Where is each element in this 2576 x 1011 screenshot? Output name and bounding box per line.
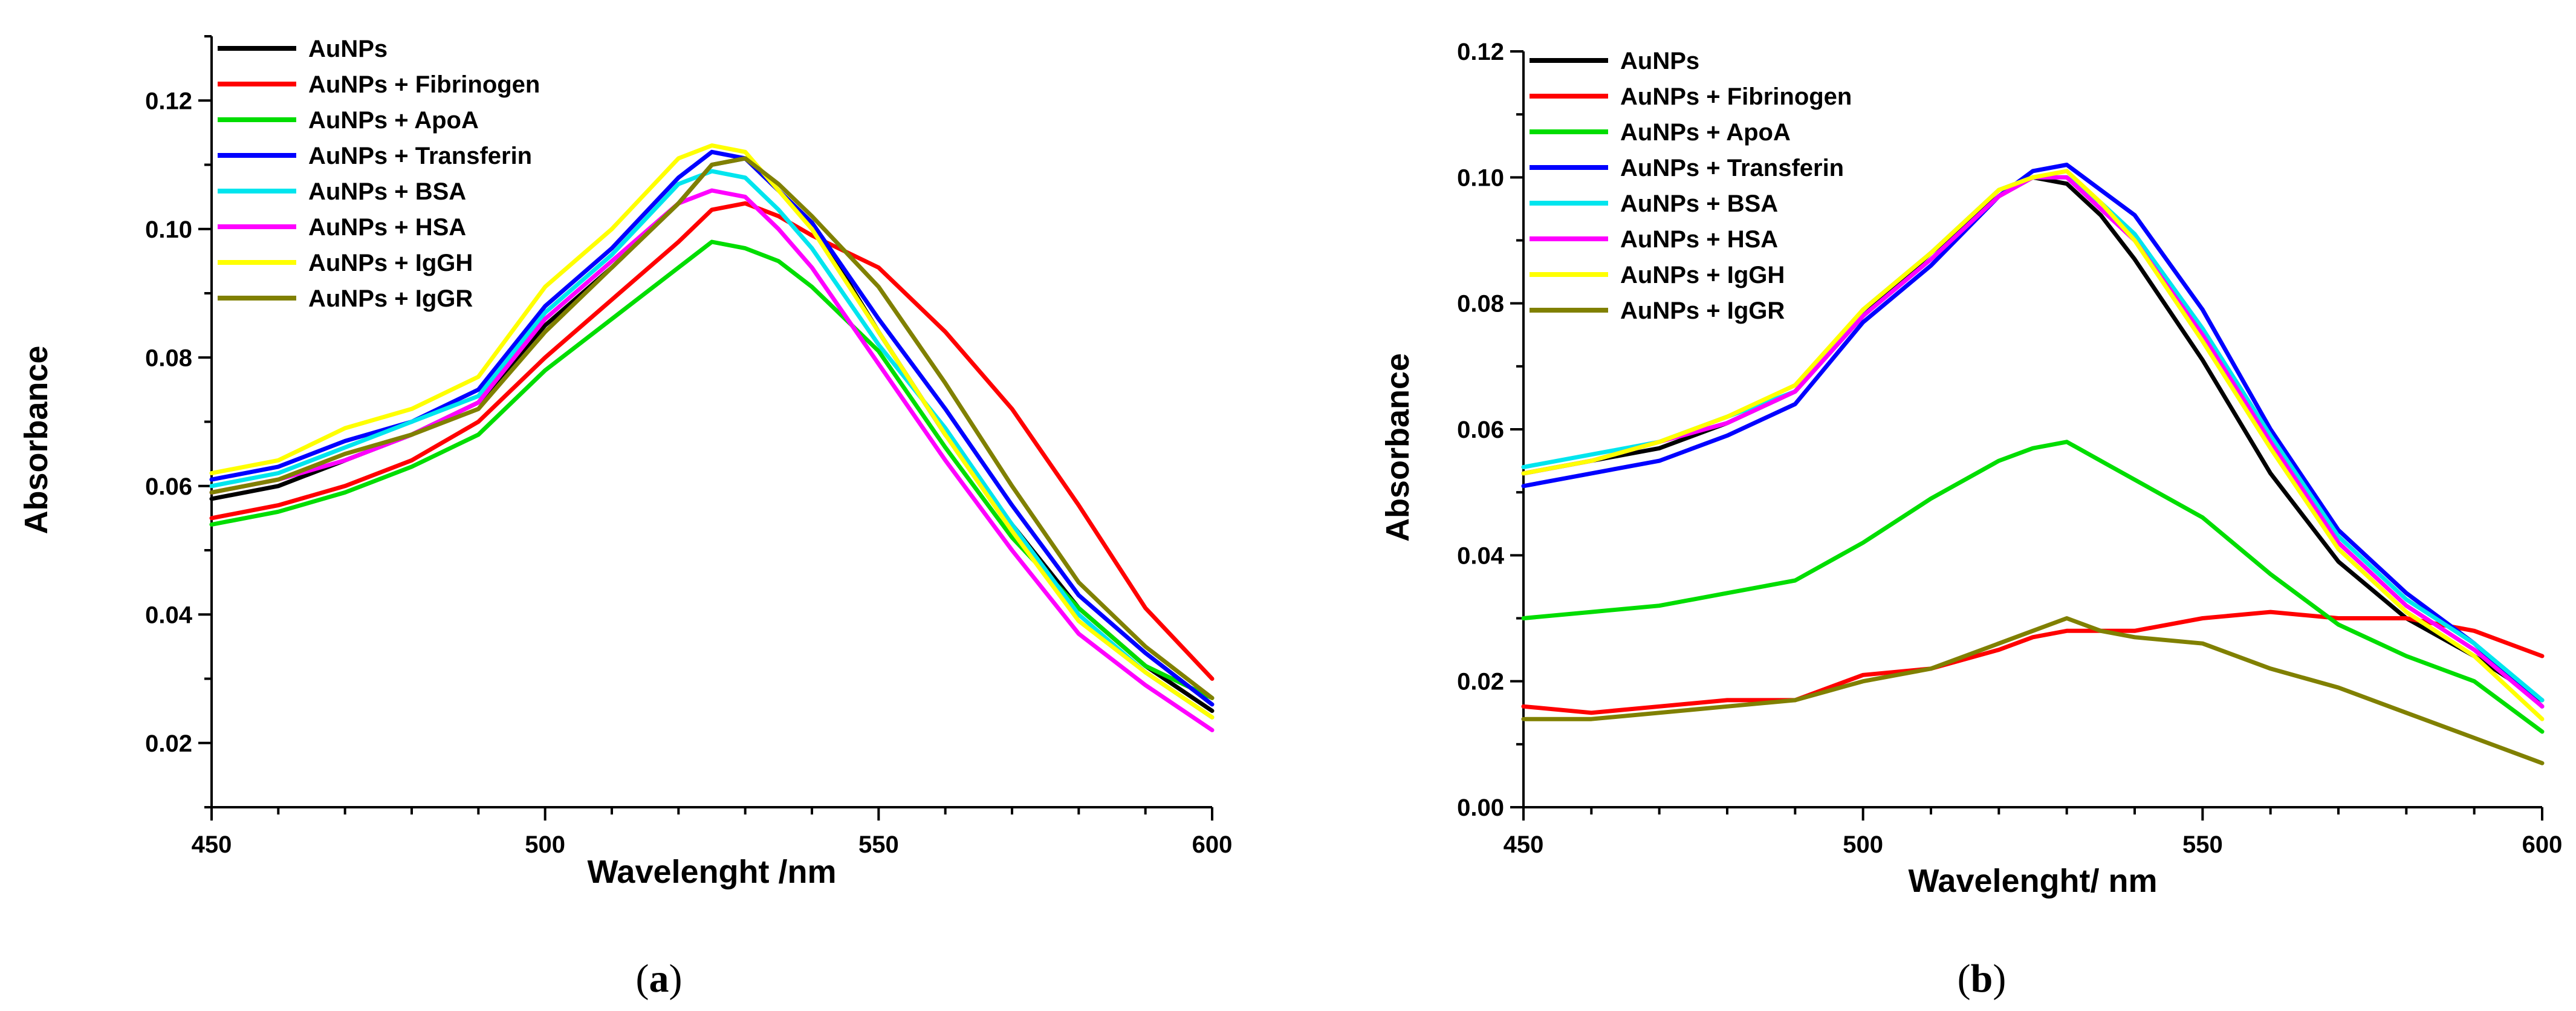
x-tick-label: 600 [2522,831,2563,858]
x-tick-label: 500 [1843,831,1883,858]
y-tick-label: 0.06 [145,473,192,500]
panel-caption: (b) [1958,957,2007,1001]
series-line-1 [209,201,1215,681]
legend-label: AuNPs + IgGR [308,285,473,312]
legend-label: AuNPs + HSA [1620,226,1778,253]
x-axis-label: Wavelenght /nm [587,854,836,890]
legend-label: AuNPs + ApoA [308,107,479,134]
y-tick-label: 0.08 [145,345,192,371]
series-line-2 [1521,440,2545,734]
y-axis-label: Absorbance [1380,353,1416,542]
y-tick-label: 0.02 [145,730,192,757]
legend-label: AuNPs + IgGH [308,250,473,276]
series-line-3 [1521,163,2545,709]
y-tick-label: 0.10 [1457,164,1504,191]
y-tick-label: 0.12 [145,88,192,114]
legend-label: AuNPs + IgGH [1620,262,1785,288]
panel-caption: (a) [636,957,683,1001]
legend-label: AuNPs + BSA [1620,190,1778,217]
series-line-1 [1521,610,2545,715]
x-tick-label: 550 [858,831,899,858]
series-line-5 [1521,175,2545,709]
legend-label: AuNPs + IgGR [1620,297,1785,324]
series-line-4 [209,169,1215,720]
legend-label: AuNPs [308,36,388,62]
legend-label: AuNPs + ApoA [1620,119,1791,146]
legend-label: AuNPs + Fibrinogen [1620,83,1852,110]
series-line-7 [209,156,1215,700]
legend-label: AuNPs + BSA [308,178,466,205]
legend-label: AuNPs [1620,48,1699,74]
legend-label: AuNPs + Fibrinogen [308,71,540,98]
y-tick-label: 0.08 [1457,291,1504,317]
y-tick-label: 0.12 [1457,39,1504,65]
series-line-6 [1521,169,2545,721]
series-line-7 [1521,616,2545,766]
y-tick-label: 0.04 [1457,542,1505,569]
legend-label: AuNPs + HSA [308,214,466,241]
x-tick-label: 500 [525,831,565,858]
legend-label: AuNPs + Transferin [308,143,532,169]
y-tick-label: 0.10 [145,216,192,243]
y-axis-label: Absorbance [18,345,54,534]
x-tick-label: 450 [192,831,232,858]
y-tick-label: 0.00 [1457,795,1504,821]
x-tick-label: 550 [2182,831,2223,858]
legend-label: AuNPs + Transferin [1620,155,1844,181]
x-axis-label: Wavelenght/ nm [1908,863,2157,899]
chart-panel-0: 450 500 550 600 0.02 0.04 0.06 0.08 0.10 0.12 Wave… [18,35,1233,1001]
y-tick-label: 0.02 [1457,669,1504,695]
series-line-6 [209,143,1215,720]
x-tick-label: 600 [1192,831,1233,858]
chart-panel-1: 450 500 550 600 0.00 0.02 0.04 0.06 0.08 0.10 0.12… [1380,39,2562,1001]
x-tick-label: 450 [1504,831,1544,858]
y-tick-label: 0.04 [145,602,193,628]
y-tick-label: 0.06 [1457,417,1504,443]
